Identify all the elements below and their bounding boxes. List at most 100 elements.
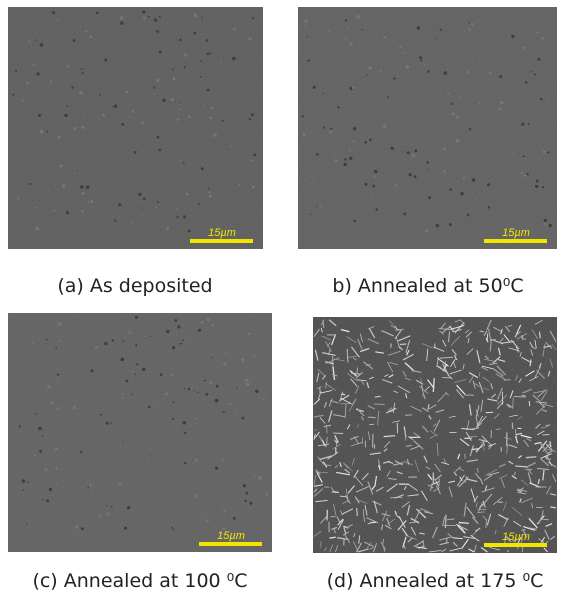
surface-pit: [475, 199, 476, 200]
surface-pit: [201, 17, 203, 19]
surface-pit: [49, 488, 52, 491]
surface-pit: [73, 39, 76, 42]
surface-pit: [265, 493, 268, 496]
surface-pit: [132, 222, 134, 224]
surface-pit: [479, 102, 481, 104]
surface-pit: [75, 525, 78, 528]
surface-pit: [162, 99, 165, 102]
image-grain: [313, 317, 557, 553]
surface-pit: [119, 483, 122, 486]
surface-pit: [91, 369, 94, 372]
surface-pit: [38, 114, 41, 117]
surface-pit: [356, 15, 360, 19]
scale-bar: [190, 239, 253, 243]
crystal-needle: [340, 496, 346, 497]
surface-pit: [251, 113, 254, 116]
surface-pit: [66, 65, 69, 68]
scale-label: 15µm: [217, 530, 245, 542]
surface-pit: [116, 105, 117, 106]
surface-pit: [395, 184, 398, 187]
surface-pit: [55, 447, 59, 451]
crystal-needle: [329, 537, 335, 538]
surface-pit: [55, 467, 58, 470]
surface-pit: [143, 17, 146, 20]
surface-pit: [64, 114, 67, 117]
surface-pit: [46, 339, 48, 341]
surface-pit: [232, 57, 236, 61]
surface-pit: [244, 500, 246, 502]
surface-pit: [79, 25, 81, 27]
surface-pit: [353, 220, 356, 223]
surface-pit: [403, 213, 406, 216]
surface-pit: [206, 519, 209, 522]
surface-pit: [252, 17, 254, 19]
surface-pit: [60, 164, 63, 167]
surface-pit: [499, 108, 502, 111]
surface-pit: [42, 435, 44, 437]
surface-pit: [207, 89, 210, 92]
surface-pit: [149, 447, 151, 449]
surface-pit: [521, 123, 524, 126]
surface-pit: [205, 393, 208, 396]
surface-pit: [383, 36, 386, 39]
surface-pit: [166, 227, 169, 230]
surface-pit: [337, 106, 339, 108]
surface-pit: [369, 139, 372, 142]
surface-pit: [208, 191, 210, 193]
surface-pit: [245, 492, 248, 495]
surface-pit: [106, 422, 109, 425]
surface-pit: [79, 91, 82, 94]
surface-pit: [489, 72, 492, 75]
surface-pit: [316, 153, 319, 156]
surface-pit: [81, 527, 84, 530]
surface-pit: [156, 30, 159, 33]
surface-pit: [253, 154, 256, 157]
surface-pit: [40, 43, 44, 47]
surface-pit: [99, 94, 101, 96]
surface-pit: [100, 414, 102, 416]
surface-pit: [142, 368, 145, 371]
surface-pit: [177, 325, 180, 328]
surface-pit: [135, 374, 136, 375]
surface-pit: [122, 341, 124, 343]
surface-pit: [235, 114, 236, 115]
surface-pit: [302, 133, 305, 136]
surface-pit: [207, 318, 210, 321]
surface-pit: [452, 112, 455, 115]
surface-pit: [540, 98, 543, 101]
surface-pit: [436, 136, 437, 137]
surface-pit: [547, 151, 549, 153]
surface-pit: [129, 117, 131, 119]
surface-pit: [157, 201, 159, 203]
surface-pit: [468, 22, 470, 24]
surface-pit: [29, 183, 31, 185]
surface-pit: [549, 224, 552, 227]
surface-pit: [46, 131, 48, 133]
surface-pit: [80, 185, 84, 189]
surface-pit: [172, 529, 174, 531]
page: 15µm(a) As deposited15µmb) Annealed at 5…: [0, 0, 568, 599]
surface-pit: [142, 11, 145, 14]
surface-pit: [176, 209, 178, 211]
surface-pit: [249, 118, 251, 120]
surface-pit: [438, 61, 439, 62]
surface-pit: [225, 411, 227, 413]
surface-pit: [107, 512, 110, 515]
surface-pit: [159, 16, 161, 18]
surface-pit: [138, 193, 141, 196]
surface-pit: [120, 16, 124, 20]
surface-pit: [248, 37, 251, 40]
surface-pit: [201, 167, 204, 170]
surface-pit: [207, 52, 210, 55]
surface-pit: [160, 373, 163, 376]
surface-pit: [148, 16, 150, 18]
surface-pit: [229, 403, 231, 405]
surface-pit: [200, 76, 202, 78]
surface-pit: [407, 151, 410, 154]
surface-pit: [120, 21, 123, 24]
surface-pit: [427, 70, 430, 73]
surface-pit: [122, 394, 123, 395]
surface-pit: [155, 207, 157, 209]
surface-pit: [96, 12, 99, 15]
surface-pit: [106, 505, 107, 506]
